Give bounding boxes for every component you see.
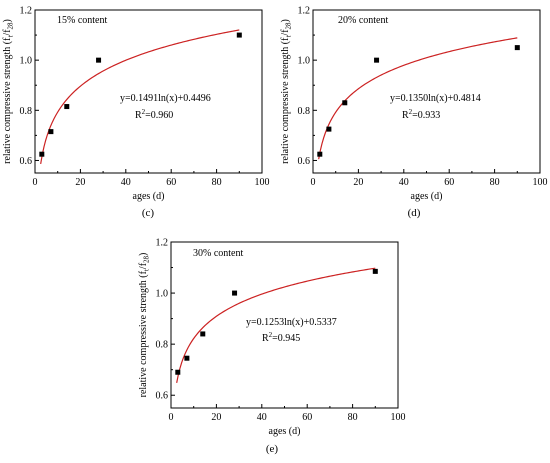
x-tick-label: 100 <box>391 412 406 423</box>
x-axis-label: ages (d) <box>133 191 165 202</box>
data-point <box>96 57 102 63</box>
fit-curve <box>318 37 518 160</box>
data-point <box>48 129 54 135</box>
y-tick-label: 1.0 <box>20 56 33 67</box>
inset-title: 15% content <box>57 15 107 26</box>
x-tick-label: 80 <box>212 177 222 188</box>
x-tick-label: 40 <box>257 412 267 423</box>
y-tick-label: 1.2 <box>20 6 33 17</box>
x-tick-label: 60 <box>166 177 176 188</box>
data-point <box>372 268 378 274</box>
data-point <box>39 151 45 157</box>
y-tick-label: 0.6 <box>156 391 169 402</box>
y-tick-label: 1.2 <box>156 238 169 249</box>
data-point <box>326 126 332 132</box>
inset-title: 20% content <box>338 15 388 26</box>
fit-equation: y=0.1350ln(x)+0.4814 <box>390 93 481 104</box>
x-tick-label: 20 <box>353 177 363 188</box>
plot-frame <box>34 9 263 174</box>
y-tick-label: 1.0 <box>298 56 311 67</box>
data-point <box>317 151 323 157</box>
y-tick-label: 1.0 <box>156 289 169 300</box>
x-tick-label: 60 <box>302 412 312 423</box>
chart-panel-c: 0 20 40 60 80 100 0.6 0.8 1.0 1.2 ages (d) relative… <box>2 6 270 220</box>
data-point <box>342 100 348 106</box>
y-tick-label: 0.8 <box>298 106 311 117</box>
data-point <box>184 355 190 361</box>
panel-label: (e) <box>266 443 279 455</box>
chart-panel-d: 0 20 40 60 80 100 0.6 0.8 1.0 1.2 ages (d) relative… <box>280 6 548 220</box>
y-tick-label: 0.6 <box>20 156 33 167</box>
data-point <box>200 331 206 337</box>
fit-equation: y=0.1253ln(x)+0.5337 <box>246 317 337 328</box>
data-point <box>374 57 380 63</box>
fit-curve <box>176 267 376 383</box>
y-tick-label: 0.8 <box>20 106 33 117</box>
x-tick-label: 80 <box>490 177 500 188</box>
x-tick-label: 40 <box>121 177 131 188</box>
y-axis-label: relative compressive strength (ft/f28) <box>280 19 293 164</box>
x-tick-label: 40 <box>399 177 409 188</box>
chart-panel-e: 0 20 40 60 80 100 0.6 0.8 1.0 1.2 ages (d) relative… <box>138 238 406 456</box>
data-point <box>175 369 181 375</box>
data-point <box>514 45 520 51</box>
data-point <box>236 32 242 38</box>
fit-curve <box>40 29 240 165</box>
x-tick-label: 0 <box>311 177 316 188</box>
plot-frame <box>312 9 541 174</box>
x-tick-label: 0 <box>33 177 38 188</box>
y-tick-label: 0.6 <box>298 156 311 167</box>
y-tick-label: 1.2 <box>298 6 311 17</box>
x-axis-label: ages (d) <box>411 191 443 202</box>
x-axis-label: ages (d) <box>269 426 301 437</box>
x-tick-label: 80 <box>348 412 358 423</box>
inset-title: 30% content <box>193 248 243 259</box>
y-axis-label: relative compressive strength (ft/f28) <box>2 19 15 164</box>
data-point <box>64 104 70 110</box>
x-tick-label: 100 <box>533 177 548 188</box>
x-tick-label: 20 <box>211 412 221 423</box>
x-tick-label: 20 <box>75 177 85 188</box>
r-squared: R2=0.960 <box>135 108 173 121</box>
r-squared: R2=0.933 <box>402 108 440 121</box>
panel-label: (d) <box>408 207 421 219</box>
y-axis-label: relative compressive strength (ft/f28) <box>138 253 151 398</box>
fit-equation: y=0.1491ln(x)+0.4496 <box>120 93 211 104</box>
r-squared: R2=0.945 <box>262 331 300 344</box>
x-tick-label: 60 <box>444 177 454 188</box>
data-point <box>232 290 238 296</box>
panel-label: (c) <box>142 207 155 219</box>
y-tick-label: 0.8 <box>156 340 169 351</box>
x-tick-label: 100 <box>255 177 270 188</box>
x-tick-label: 0 <box>169 412 174 423</box>
